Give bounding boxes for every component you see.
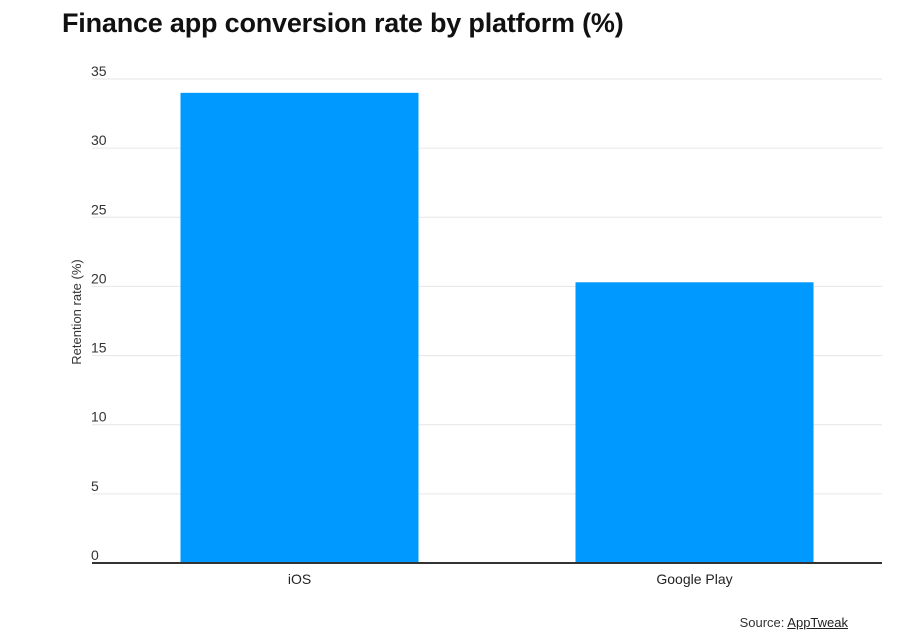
y-tick-label: 15 <box>91 340 107 356</box>
source-link[interactable]: AppTweak <box>787 615 848 630</box>
y-tick-label: 25 <box>91 201 107 217</box>
x-tick-labels: iOS Google Play <box>288 571 733 587</box>
x-tick-label: Google Play <box>656 571 732 587</box>
x-tick-label: iOS <box>288 571 311 587</box>
y-axis-label: Retention rate (%) <box>69 259 84 365</box>
y-tick-label: 20 <box>91 270 107 286</box>
source-label: Source: <box>739 615 785 630</box>
y-tick-labels: 0 5 10 15 20 25 30 35 <box>91 63 107 563</box>
y-tick-label: 10 <box>91 409 107 425</box>
chart-title: Finance app conversion rate by platform … <box>62 8 624 38</box>
source-note: Source: AppTweak <box>740 615 848 630</box>
y-tick-label: 30 <box>91 132 107 148</box>
bars <box>180 92 814 563</box>
bar <box>575 282 814 563</box>
y-tick-label: 5 <box>91 478 99 494</box>
bar <box>180 92 419 563</box>
y-tick-label: 0 <box>91 547 99 563</box>
y-tick-label: 35 <box>91 63 107 79</box>
